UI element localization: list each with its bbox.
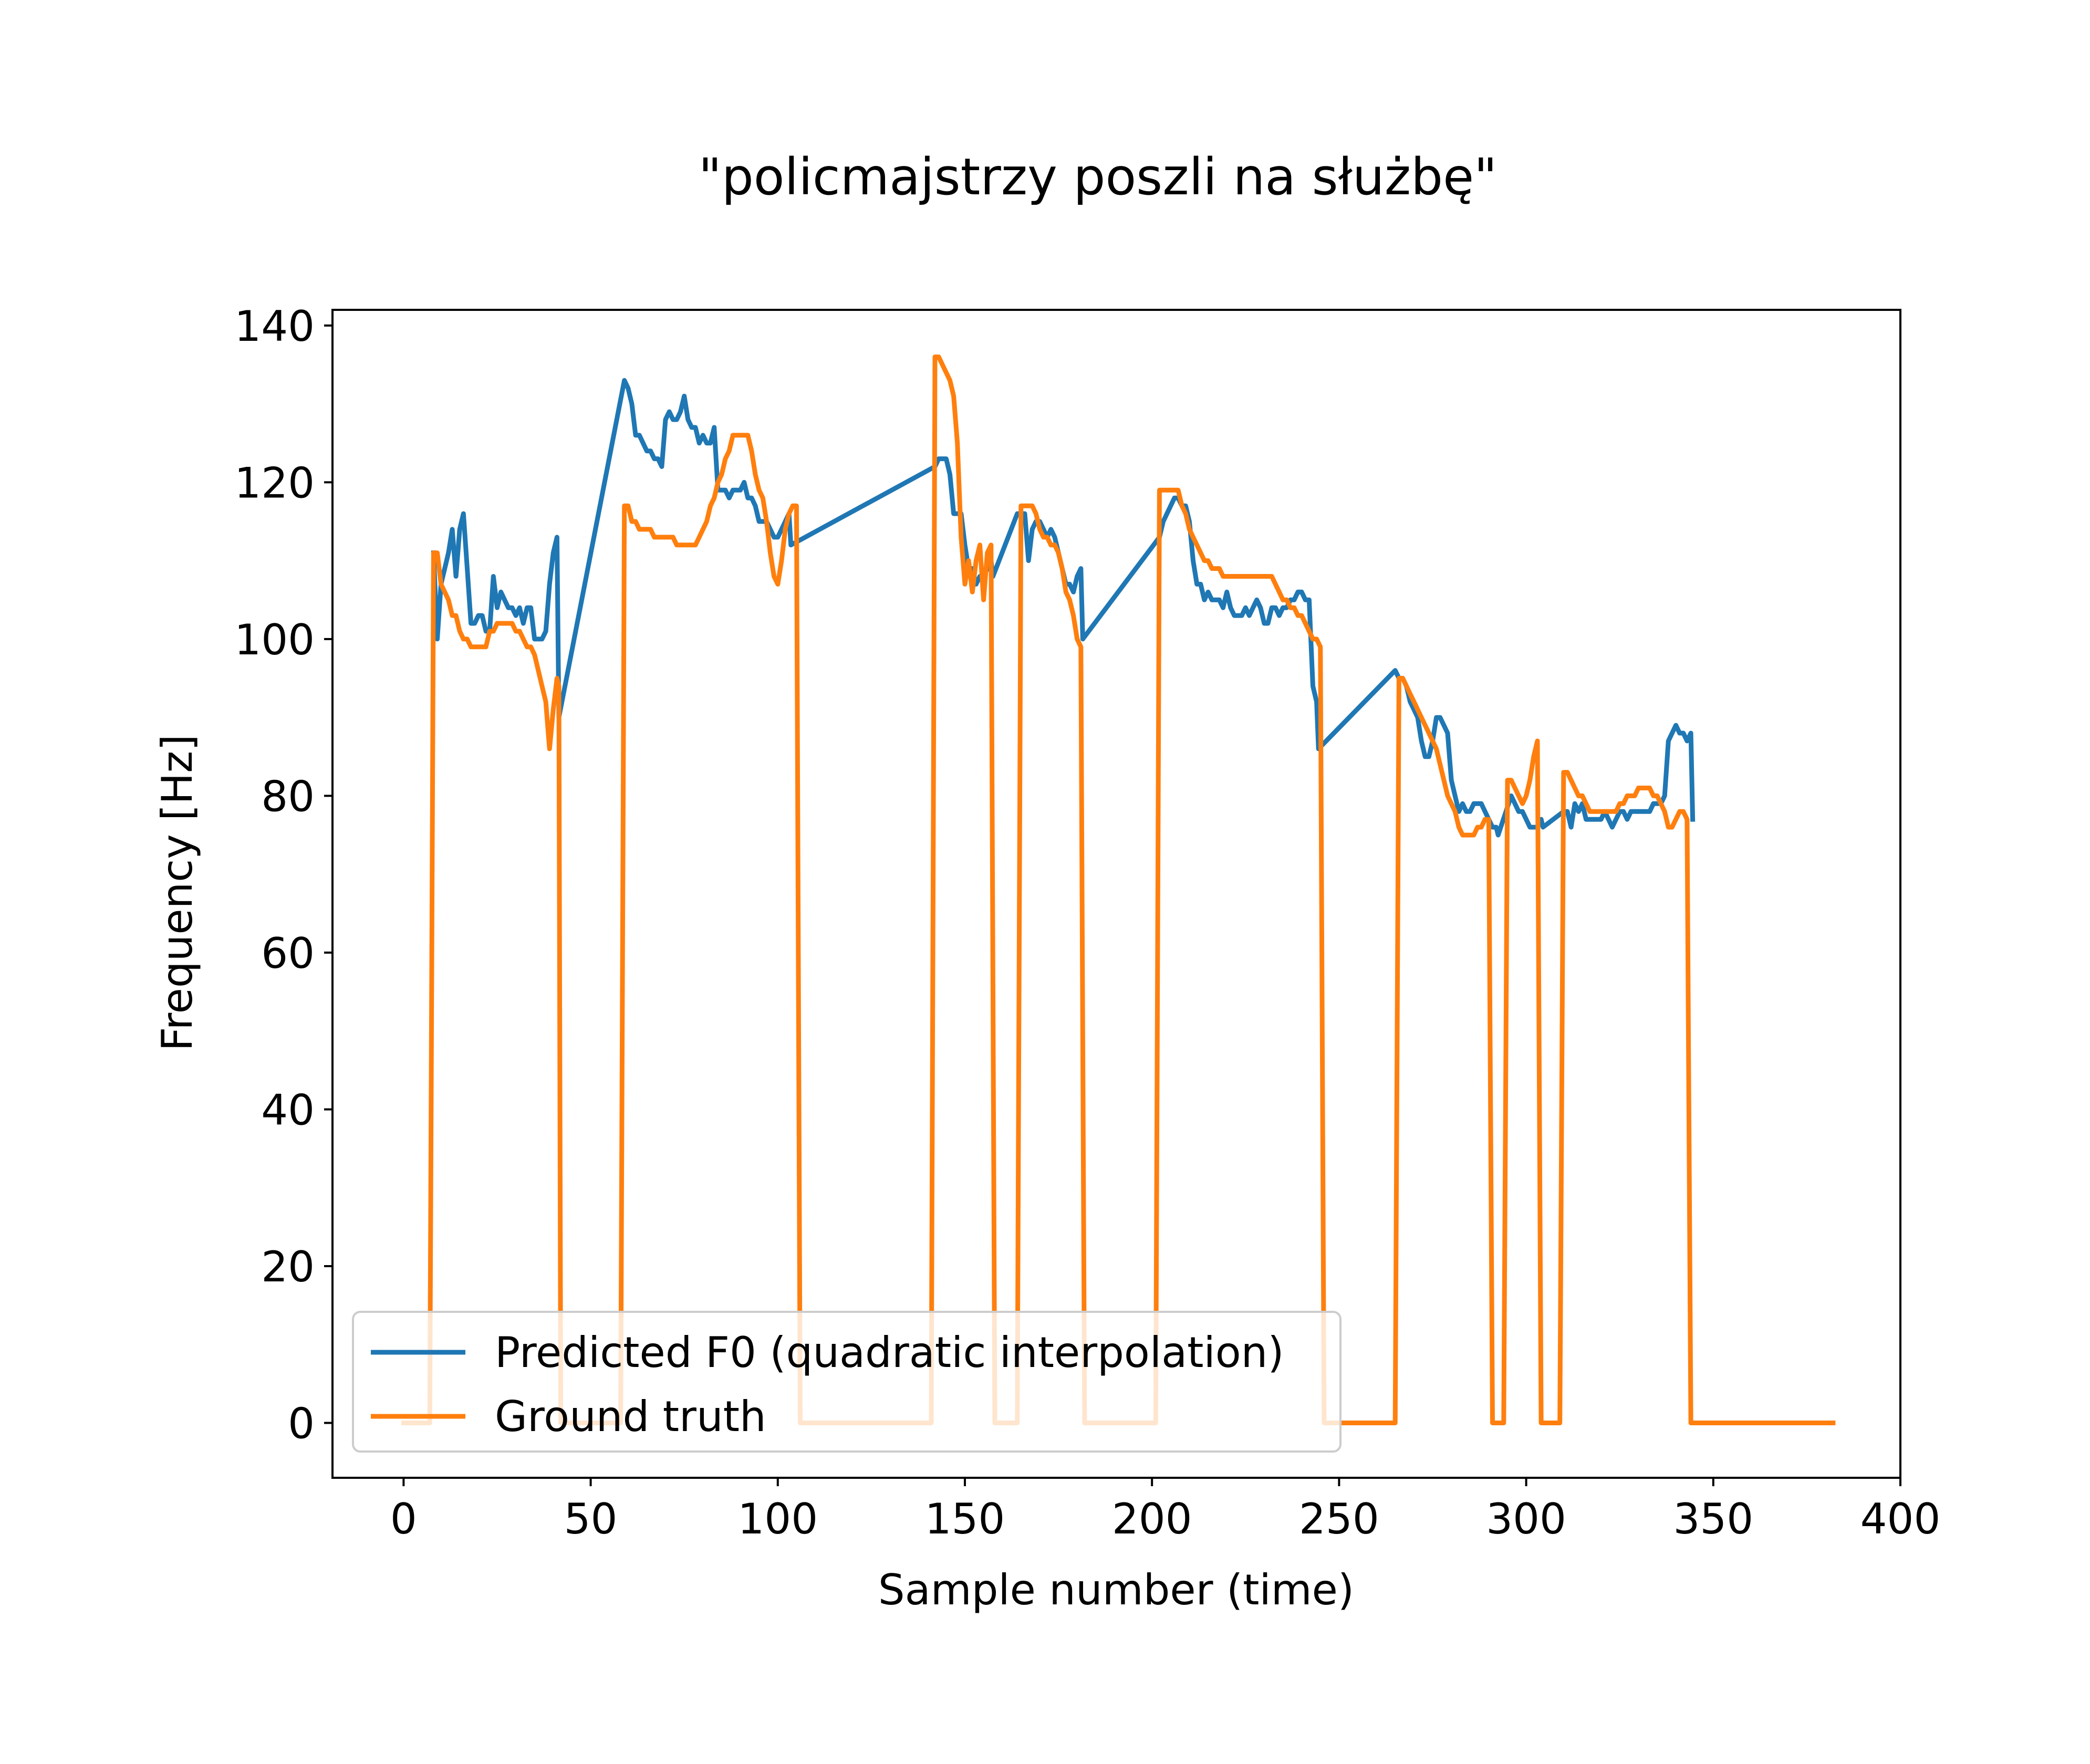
x-tick-label: 100	[737, 1495, 818, 1543]
legend-label-ground-truth: Ground truth	[495, 1392, 766, 1441]
y-tick-label: 0	[288, 1400, 315, 1448]
y-tick-label: 80	[261, 772, 315, 821]
y-tick-label: 20	[261, 1243, 315, 1291]
legend-box	[352, 1311, 1342, 1453]
plot-area	[331, 309, 1901, 1479]
x-tick-label: 300	[1486, 1495, 1566, 1543]
x-axis-label: Sample number (time)	[878, 1565, 1354, 1614]
x-axis-ticks: 0 50 100 150 200 250 300 350 400	[390, 1478, 1940, 1543]
y-tick-label: 120	[234, 458, 315, 507]
x-tick-label: 200	[1112, 1495, 1192, 1543]
legend: Predicted F0 (quadratic interpolation) G…	[352, 1311, 1342, 1453]
x-tick-label: 400	[1860, 1495, 1941, 1543]
y-tick-label: 40	[261, 1085, 315, 1134]
y-tick-label: 100	[234, 615, 315, 664]
y-tick-label: 140	[234, 302, 315, 351]
legend-label-predicted: Predicted F0 (quadratic interpolation)	[495, 1328, 1284, 1377]
y-axis-label: Frequency [Hz]	[153, 734, 202, 1051]
x-tick-label: 50	[564, 1495, 618, 1543]
plot-frame	[331, 309, 1901, 1479]
y-axis-ticks: 0 20 40 60 80 100 120 140	[234, 302, 332, 1448]
series-group	[401, 354, 1836, 1425]
x-tick-label: 0	[390, 1495, 417, 1543]
plot-background	[332, 310, 1900, 1478]
chart-title: "policmajstrzy poszli na służbę"	[699, 148, 1498, 206]
series-line-ground-truth	[401, 354, 1836, 1425]
x-tick-label: 150	[925, 1495, 1005, 1543]
y-tick-label: 60	[261, 929, 315, 978]
x-tick-label: 250	[1299, 1495, 1379, 1543]
x-tick-label: 350	[1673, 1495, 1753, 1543]
